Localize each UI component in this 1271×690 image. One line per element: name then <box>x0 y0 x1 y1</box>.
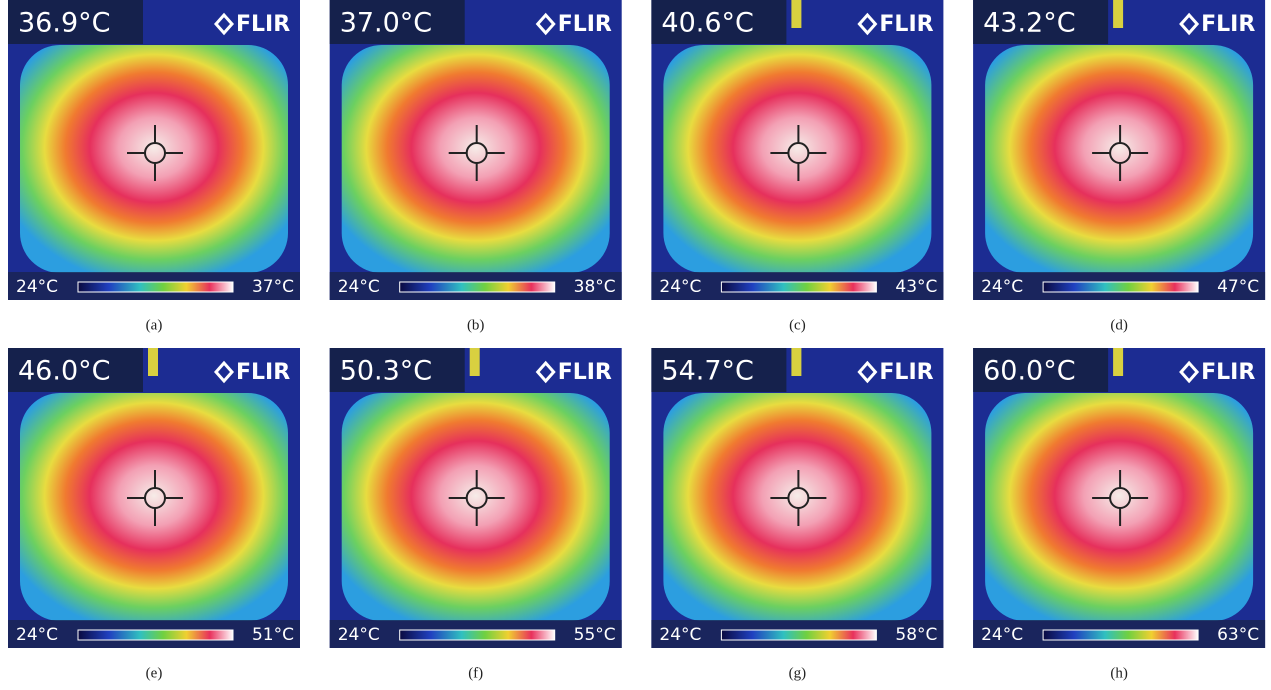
figure: 36.9°C FLIR 24°C 37°C (a) 37.0°C FLIR 24°C 38°C (… <box>0 0 1271 686</box>
color-scale <box>78 630 233 640</box>
caption: (b) <box>467 317 485 333</box>
scale-max: 55°C <box>574 625 616 645</box>
scale-min: 24°C <box>659 625 701 645</box>
thermal-panel: 60.0°C FLIR 24°C 63°C (h) <box>973 348 1265 681</box>
brand: FLIR <box>236 360 290 385</box>
brand: FLIR <box>236 12 290 37</box>
heat-region <box>985 45 1253 273</box>
pipe <box>791 0 801 28</box>
scale-min: 24°C <box>659 277 701 297</box>
pipe <box>791 348 801 376</box>
brand: FLIR <box>558 360 612 385</box>
caption: (a) <box>146 317 163 333</box>
scale-max: 43°C <box>895 277 937 297</box>
scale-max: 51°C <box>252 625 294 645</box>
spot-temperature: 54.7°C <box>661 356 753 387</box>
heat-region <box>342 45 610 273</box>
caption: (h) <box>1110 665 1128 681</box>
thermal-panel: 36.9°C FLIR 24°C 37°C (a) <box>8 0 300 333</box>
spot-temperature: 46.0°C <box>18 356 110 387</box>
scale-min: 24°C <box>981 277 1023 297</box>
caption: (f) <box>468 665 483 681</box>
scale-max: 37°C <box>252 277 294 297</box>
thermal-panel: 43.2°C FLIR 24°C 47°C (d) <box>973 0 1265 333</box>
caption: (c) <box>789 317 806 333</box>
pipe <box>1113 348 1123 376</box>
caption: (g) <box>789 665 807 681</box>
spot-temperature: 50.3°C <box>340 356 432 387</box>
brand: FLIR <box>558 12 612 37</box>
scale-min: 24°C <box>16 277 58 297</box>
color-scale <box>721 630 876 640</box>
pipe <box>148 348 158 376</box>
color-scale <box>78 282 233 292</box>
spot-temperature: 40.6°C <box>661 8 753 39</box>
spot-temperature: 43.2°C <box>983 8 1075 39</box>
heat-region <box>663 45 931 273</box>
scale-min: 24°C <box>981 625 1023 645</box>
brand: FLIR <box>879 360 933 385</box>
color-scale <box>721 282 876 292</box>
color-scale <box>400 630 555 640</box>
scale-min: 24°C <box>338 625 380 645</box>
pipe <box>470 348 480 376</box>
caption: (e) <box>146 665 163 681</box>
scale-max: 63°C <box>1217 625 1259 645</box>
scale-min: 24°C <box>16 625 58 645</box>
color-scale <box>1043 282 1198 292</box>
scale-max: 47°C <box>1217 277 1259 297</box>
caption: (d) <box>1110 317 1128 333</box>
scale-max: 58°C <box>895 625 937 645</box>
color-scale <box>400 282 555 292</box>
brand: FLIR <box>1201 360 1255 385</box>
thermal-panel: 50.3°C FLIR 24°C 55°C (f) <box>330 348 622 681</box>
color-scale <box>1043 630 1198 640</box>
thermal-panel: 54.7°C FLIR 24°C 58°C (g) <box>651 348 943 681</box>
thermal-panel: 37.0°C FLIR 24°C 38°C (b) <box>330 0 622 333</box>
spot-temperature: 60.0°C <box>983 356 1075 387</box>
thermal-panel: 40.6°C FLIR 24°C 43°C (c) <box>651 0 943 333</box>
scale-max: 38°C <box>574 277 616 297</box>
page: {"panels": [ {"spot": "36.9°C", "brand":… <box>0 0 1271 686</box>
pipe <box>1113 0 1123 28</box>
spot-temperature: 36.9°C <box>18 8 110 39</box>
scale-min: 24°C <box>338 277 380 297</box>
heat-region <box>20 45 288 273</box>
spot-temperature: 37.0°C <box>340 8 432 39</box>
brand: FLIR <box>879 12 933 37</box>
brand: FLIR <box>1201 12 1255 37</box>
thermal-panel: 46.0°C FLIR 24°C 51°C (e) <box>8 348 300 681</box>
